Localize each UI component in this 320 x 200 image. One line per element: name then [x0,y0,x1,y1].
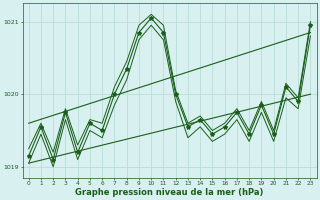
X-axis label: Graphe pression niveau de la mer (hPa): Graphe pression niveau de la mer (hPa) [76,188,264,197]
